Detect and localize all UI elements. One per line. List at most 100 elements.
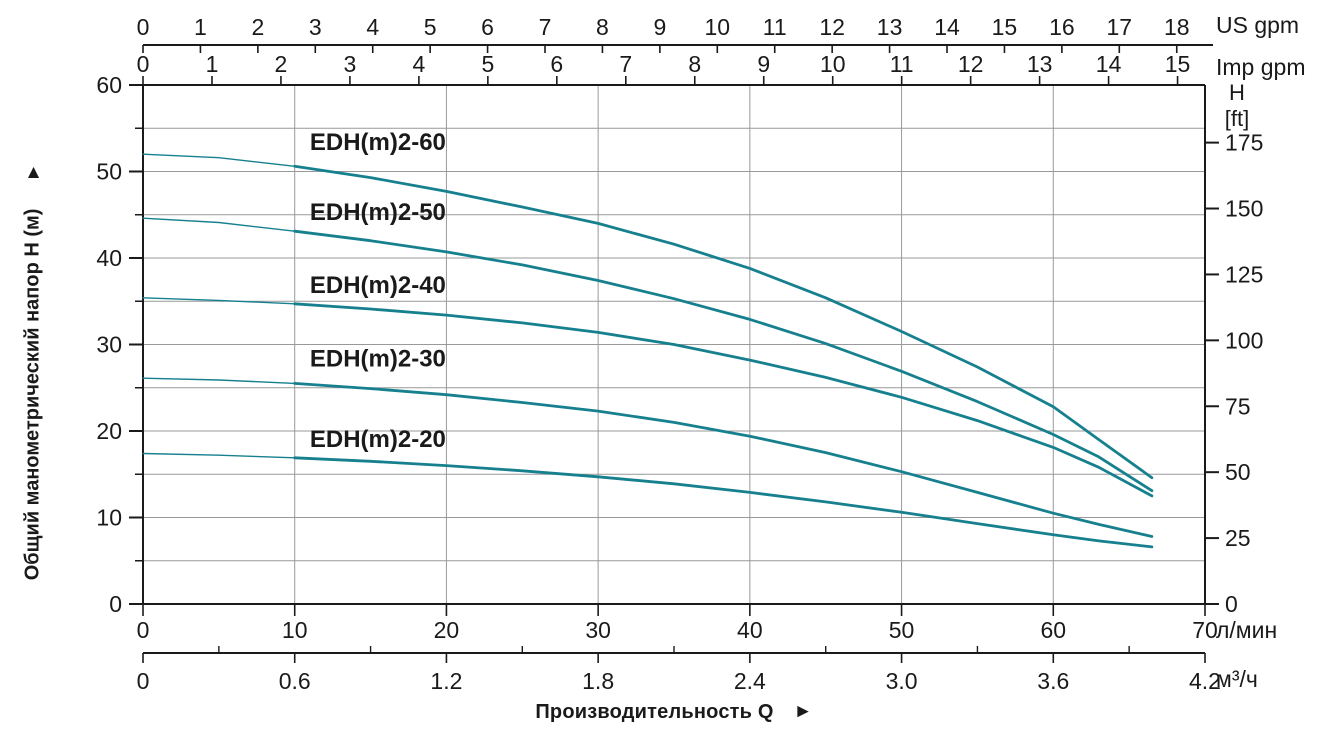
pump-curve-thin-EDH(m)2-20 [142, 452, 296, 459]
us-gpm-tick-label: 17 [1107, 14, 1133, 40]
us-gpm-tick-label: 4 [366, 14, 379, 40]
right-tick-label: 75 [1225, 393, 1251, 419]
us-gpm-tick-label: 1 [194, 14, 207, 40]
x-axis-arrow-icon: ► [793, 701, 813, 722]
top-axis-unit-us-gpm: US gpm [1216, 12, 1300, 38]
right-axis-unit-ft: H [ft] [1205, 80, 1269, 132]
curve-label: EDH(m)2-60 [310, 129, 446, 156]
lmin-tick-label: 0 [137, 617, 150, 643]
pump-curve-thin-EDH(m)2-30 [142, 377, 296, 385]
pump-curve-thin-EDH(m)2-50 [142, 217, 296, 232]
right-tick-label: 150 [1225, 196, 1263, 222]
left-tick-label: 40 [96, 245, 122, 271]
pump-curve-EDH(m)2-20 [293, 456, 1154, 549]
left-tick-label: 60 [96, 72, 122, 98]
us-gpm-tick-label: 15 [992, 14, 1018, 40]
y-axis-arrow-icon: ▲ [24, 162, 43, 184]
bottom-axis-unit-lmin: л/мин [1216, 617, 1278, 643]
imp-gpm-tick-label: 6 [550, 51, 563, 77]
x-axis-title-text: Производительность Q [535, 701, 774, 723]
m3h-tick-label: 1.8 [582, 668, 614, 694]
pump-curve-thin-EDH(m)2-40 [142, 297, 296, 305]
vertical-gridlines [294, 85, 1054, 604]
m3h-tick-label: 0 [137, 668, 150, 694]
pump-curve-EDH(m)2-30 [293, 382, 1154, 538]
top-axis-imp-gpm: 0 1 2 3 4 5 6 7 8 9 10 11 12 13 14 15 [137, 51, 1191, 85]
us-gpm-tick-label: 3 [309, 14, 322, 40]
curve-label: EDH(m)2-50 [310, 199, 446, 226]
imp-gpm-tick-label: 4 [412, 51, 425, 77]
lmin-tick-label: 60 [1040, 617, 1066, 643]
y-axis-title-text: Общий манометрический напор H (м) [21, 208, 44, 581]
imp-gpm-tick-label: 10 [820, 51, 846, 77]
curve-label: EDH(m)2-30 [310, 345, 446, 372]
us-gpm-tick-label: 8 [596, 14, 609, 40]
pump-curve-EDH(m)2-40 [293, 302, 1154, 498]
right-axis-unit-ft-bracket: [ft] [1224, 106, 1250, 131]
imp-gpm-tick-label: 7 [619, 51, 632, 77]
us-gpm-tick-label: 18 [1164, 14, 1190, 40]
m3h-tick-label: 4.2 [1189, 668, 1221, 694]
curve-label: EDH(m)2-40 [310, 272, 446, 299]
right-tick-label: 175 [1225, 130, 1263, 156]
imp-gpm-tick-label: 14 [1096, 51, 1122, 77]
imp-gpm-tick-label: 1 [206, 51, 219, 77]
imp-gpm-tick-label: 5 [481, 51, 494, 77]
right-axis-ft: 0 25 50 75 100 125 150 175 [1205, 130, 1263, 617]
x-axis-title: Производительность Q ► [143, 701, 1205, 724]
right-axis-unit-h: H [1229, 80, 1245, 105]
pump-curves [142, 153, 1154, 549]
curve-labels: EDH(m)2-60 EDH(m)2-50 EDH(m)2-40 EDH(m)2-30… [310, 129, 446, 453]
imp-gpm-tick-label: 13 [1027, 51, 1053, 77]
pump-curve-EDH(m)2-50 [293, 229, 1154, 493]
us-gpm-tick-label: 14 [934, 14, 960, 40]
m3h-tick-label: 1.2 [430, 668, 462, 694]
imp-gpm-tick-label: 3 [344, 51, 357, 77]
lmin-tick-label: 70 [1192, 617, 1218, 643]
left-tick-label: 50 [96, 159, 122, 185]
lmin-tick-label: 40 [737, 617, 763, 643]
us-gpm-tick-label: 7 [539, 14, 552, 40]
us-gpm-tick-label: 11 [763, 14, 787, 40]
top-axis-unit-imp-gpm: Imp gpm [1216, 54, 1306, 80]
lmin-tick-label: 30 [585, 617, 611, 643]
lmin-tick-label: 20 [434, 617, 460, 643]
us-gpm-tick-label: 12 [819, 14, 845, 40]
imp-gpm-tick-label: 11 [890, 51, 914, 77]
pump-curve-EDH(m)2-60 [293, 164, 1154, 480]
pump-curve-thin-EDH(m)2-60 [142, 153, 296, 167]
m3h-tick-label: 3.6 [1037, 668, 1069, 694]
us-gpm-tick-label: 9 [653, 14, 666, 40]
us-gpm-tick-label: 13 [877, 14, 903, 40]
left-axis-m: 0 10 20 30 40 50 60 [96, 72, 143, 617]
left-tick-label: 30 [96, 332, 122, 358]
right-tick-label: 25 [1225, 525, 1251, 551]
right-tick-label: 0 [1225, 591, 1238, 617]
left-tick-label: 20 [96, 418, 122, 444]
lmin-tick-label: 10 [282, 617, 308, 643]
bottom-axis-unit-m3h: м³/ч [1216, 666, 1258, 692]
us-gpm-tick-label: 10 [705, 14, 731, 40]
left-tick-label: 10 [96, 505, 122, 531]
us-gpm-tick-label: 0 [137, 14, 150, 40]
lmin-tick-label: 50 [889, 617, 915, 643]
top-axis-us-gpm: 0 1 2 3 4 5 6 7 8 9 10 11 12 13 14 15 16 17 18 [137, 14, 1213, 53]
curve-label: EDH(m)2-20 [310, 426, 446, 453]
right-tick-label: 125 [1225, 261, 1263, 287]
imp-gpm-tick-label: 9 [757, 51, 770, 77]
us-gpm-tick-label: 6 [481, 14, 494, 40]
imp-gpm-tick-label: 0 [137, 51, 150, 77]
m3h-tick-label: 0.6 [279, 668, 311, 694]
y-axis-title: Общий манометрический напор H (м) ▲ [21, 162, 45, 581]
right-tick-label: 50 [1225, 459, 1251, 485]
imp-gpm-tick-label: 8 [688, 51, 701, 77]
us-gpm-tick-label: 5 [424, 14, 437, 40]
m3h-tick-label: 2.4 [734, 668, 766, 694]
right-tick-label: 100 [1225, 327, 1263, 353]
left-tick-label: 0 [109, 591, 122, 617]
us-gpm-tick-label: 16 [1049, 14, 1075, 40]
imp-gpm-tick-label: 12 [958, 51, 984, 77]
imp-gpm-tick-label: 15 [1165, 51, 1191, 77]
